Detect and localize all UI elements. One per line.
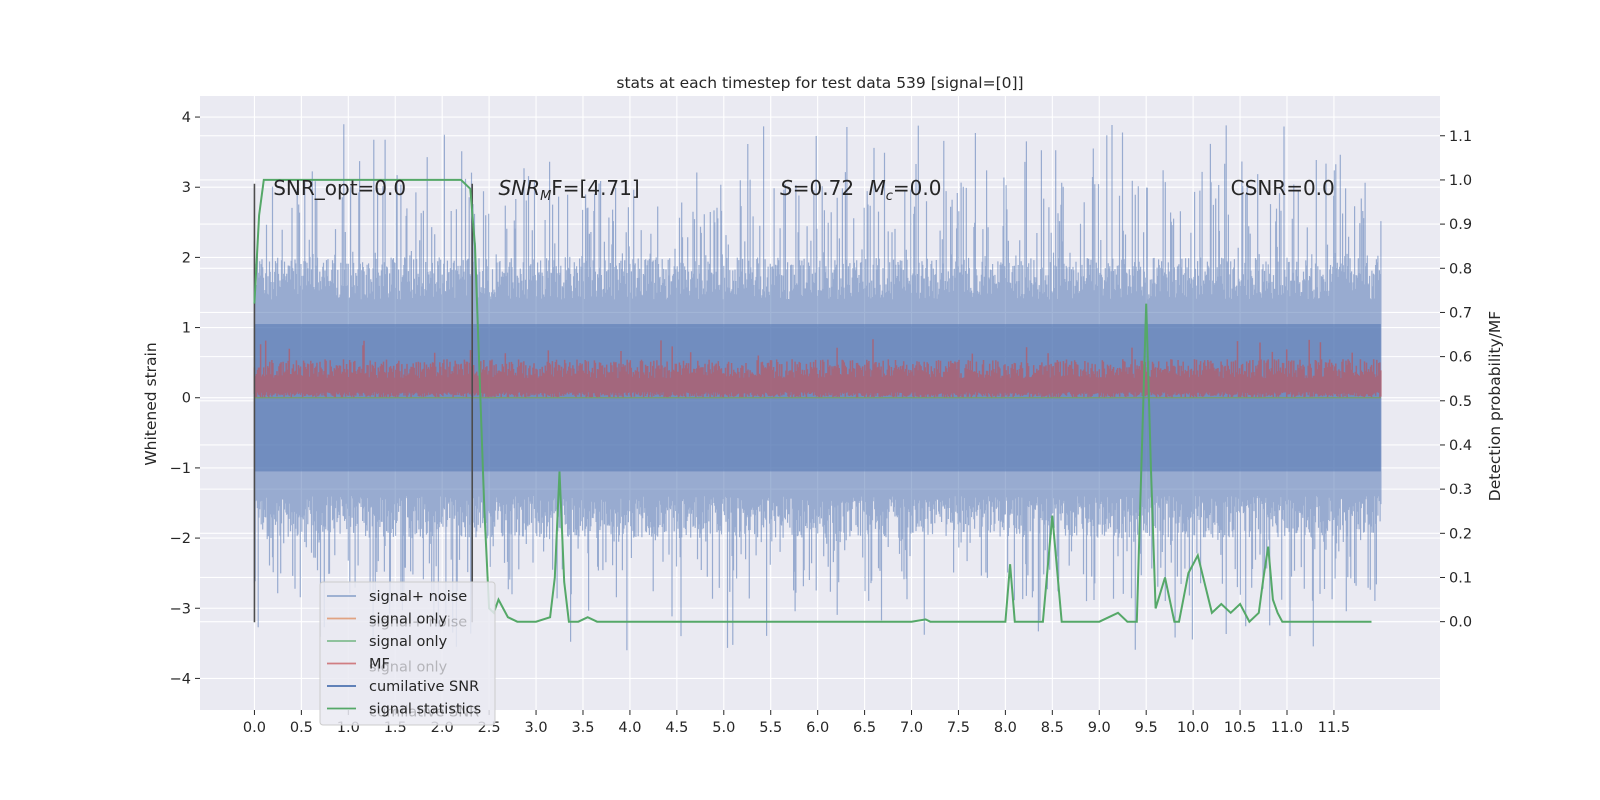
- y-right-tick-label: 0.4: [1449, 438, 1472, 454]
- x-tick-label: 5.5: [759, 720, 782, 736]
- x-tick-label: 0.0: [243, 720, 266, 736]
- y-right-tick-label: 0.2: [1449, 526, 1472, 542]
- y-tick-label: 4: [182, 110, 191, 126]
- x-tick-label: 6.5: [853, 720, 876, 736]
- y-tick-label: 2: [182, 250, 191, 266]
- y-right-tick-label: 0.0: [1449, 615, 1472, 631]
- y-right-tick-label: 0.8: [1449, 261, 1472, 277]
- boundary-lines: [253, 183, 474, 623]
- annotation-text: CSNR=0.0: [1231, 176, 1335, 200]
- x-tick-label: 8.5: [1041, 720, 1064, 736]
- legend-label: signal only: [369, 634, 448, 650]
- x-tick-label: 11.0: [1271, 720, 1303, 736]
- y-tick-label: −3: [170, 601, 191, 617]
- x-tick-label: 5.0: [712, 720, 735, 736]
- y-tick-label: −2: [170, 531, 191, 547]
- y-axis-left: 4 3 2 1 0 −1 −2 −3 −4: [170, 110, 200, 687]
- y-right-tick-label: 0.1: [1449, 570, 1472, 586]
- y-tick-label: −4: [170, 671, 191, 687]
- x-tick-label: 10.0: [1177, 720, 1209, 736]
- y-right-tick-label: 0.9: [1449, 217, 1472, 233]
- x-tick-label: 4.0: [618, 720, 641, 736]
- signal-statistics-line: [253, 178, 1372, 624]
- annotation-text: S=0.72 Mc=0.0: [780, 176, 941, 204]
- legend-label: signal+ noise: [369, 589, 467, 605]
- legend-label: signal only: [369, 612, 448, 628]
- y-right-tick-label: 0.5: [1449, 394, 1472, 410]
- legend-ghost-label: signal+ noise: [369, 615, 467, 631]
- y-axis-label-left: Whitened strain: [142, 342, 160, 465]
- y-right-tick-label: 1.1: [1449, 129, 1472, 145]
- legend-ghost-label: cumilative SNR: [369, 705, 479, 721]
- chart-title: stats at each timestep for test data 539…: [616, 74, 1023, 92]
- x-tick-label: 3.5: [571, 720, 594, 736]
- x-tick-label: 3.0: [525, 720, 548, 736]
- x-tick-label: 7.5: [947, 720, 970, 736]
- x-tick-label: 4.5: [665, 720, 688, 736]
- annotation-text: SNRMF=[4.71]: [499, 176, 640, 204]
- x-tick-label: 11.5: [1318, 720, 1350, 736]
- legend-ghost-label: signal only: [369, 660, 448, 676]
- y-right-tick-label: 0.3: [1449, 482, 1472, 498]
- x-tick-label: 10.5: [1224, 720, 1256, 736]
- y-axis-right: 1.1 1.0 0.9 0.8 0.7 0.6 0.5 0.4 0.3 0.2 0.1 0.0: [1440, 129, 1472, 631]
- y-tick-label: 3: [182, 180, 191, 196]
- y-tick-label: 1: [182, 321, 191, 337]
- legend-label: signal statistics: [369, 702, 481, 718]
- x-tick-label: 7.0: [900, 720, 923, 736]
- y-tick-label: 0: [182, 391, 191, 407]
- y-right-tick-label: 0.6: [1449, 350, 1472, 366]
- legend-box: [319, 581, 496, 726]
- legend-label: cumilative SNR: [369, 679, 479, 695]
- annotations: SNR_opt=0.0 SNRMF=[4.71] S=0.72 Mc=0.0 CSNR…: [273, 176, 1335, 204]
- x-tick-label: 0.5: [290, 720, 313, 736]
- y-right-tick-label: 0.7: [1449, 305, 1472, 321]
- x-tick-label: 9.0: [1088, 720, 1111, 736]
- x-tick-label: 8.0: [994, 720, 1017, 736]
- y-tick-label: −1: [170, 461, 191, 477]
- x-tick-label: 9.5: [1135, 720, 1158, 736]
- legend-label: MF: [369, 657, 390, 673]
- series-signal-statistics: [253, 178, 1372, 624]
- y-right-tick-label: 1.0: [1449, 173, 1472, 189]
- y-axis-label-right: Detection probability/MF: [1486, 311, 1504, 502]
- x-tick-label: 6.0: [806, 720, 829, 736]
- annotation-text: SNR_opt=0.0: [273, 176, 406, 200]
